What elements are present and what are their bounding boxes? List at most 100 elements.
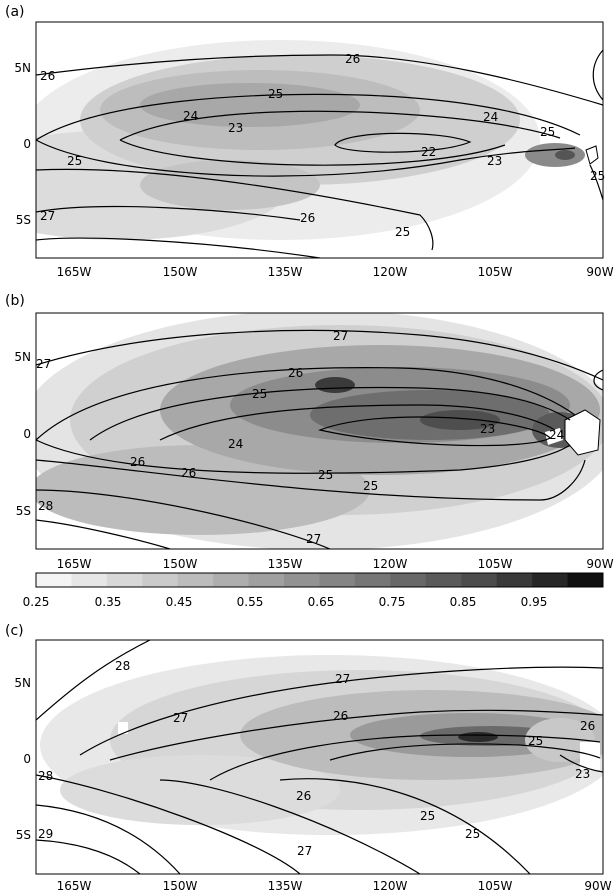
- contour-label: 24: [183, 109, 198, 123]
- lon-label: 165W: [57, 265, 92, 279]
- panel-b: (b) 27 27 26 25 24 23 24 26 26 25 25 28 …: [5, 293, 614, 571]
- colorbar-tick-label: 0.75: [379, 595, 406, 609]
- panel-a: (a) 26 26 25 24 24 25 23 22 23 25 25 25 …: [5, 4, 614, 279]
- colorbar-ticks: 0.25 0.35 0.45 0.55 0.65 0.75 0.85 0.95: [23, 595, 548, 609]
- panel-a-lon-axis: 165W 150W 135W 120W 105W 90W: [57, 265, 614, 279]
- colorbar-swatch: [461, 573, 498, 587]
- panel-c-lat-axis: 5N 0 5S: [14, 676, 31, 842]
- colorbar-tick-label: 0.85: [450, 595, 477, 609]
- panel-a-contour-labels: 26 26 25 24 24 25 23 22 23 25 25 25 27 2…: [40, 52, 605, 239]
- lon-label: 90W: [586, 265, 613, 279]
- contour-label: 23: [480, 422, 495, 436]
- contour-label: 28: [115, 659, 130, 673]
- contour-label: 26: [288, 366, 303, 380]
- lon-label: 90W: [586, 557, 613, 571]
- contour-label: 27: [297, 844, 312, 858]
- colorbar-tick-label: 0.45: [166, 595, 193, 609]
- contour-label: 23: [228, 121, 243, 135]
- contour-label: 28: [38, 769, 53, 783]
- lat-label: 0: [23, 427, 31, 441]
- panel-b-frame: [35, 312, 604, 550]
- contour-label: 25: [528, 734, 543, 748]
- lat-label: 5N: [14, 676, 31, 690]
- contour-label: 27: [40, 209, 55, 223]
- lon-label: 120W: [373, 265, 408, 279]
- lon-label: 120W: [373, 879, 408, 893]
- contour-label: 25: [590, 169, 605, 183]
- colorbar-tick-label: 0.95: [521, 595, 548, 609]
- colorbar-swatch: [567, 573, 604, 587]
- lon-label: 165W: [57, 557, 92, 571]
- lon-label: 105W: [478, 265, 513, 279]
- contour-label: 24: [549, 428, 564, 442]
- panel-a-contours: [36, 49, 603, 258]
- lon-label: 135W: [268, 557, 303, 571]
- lat-label: 5S: [16, 504, 31, 518]
- colorbar-tick-label: 0.55: [237, 595, 264, 609]
- lon-label: 90W: [584, 879, 611, 893]
- colorbar-swatch: [354, 573, 391, 587]
- contour-label: 25: [67, 154, 82, 168]
- panel-c-label: (c): [5, 623, 24, 639]
- colorbar-swatch: [106, 573, 143, 587]
- panel-b-contours: [36, 329, 603, 549]
- contour-label: 26: [40, 69, 55, 83]
- contour-label: 26: [181, 466, 196, 480]
- contour-label: 25: [540, 125, 555, 139]
- panel-a-lat-axis: 5N 0 5S: [14, 61, 31, 227]
- lat-label: 5S: [16, 213, 31, 227]
- colorbar-swatch: [142, 573, 179, 587]
- contour-label: 27: [335, 672, 350, 686]
- colorbar-swatch: [284, 573, 320, 587]
- lon-label: 165W: [57, 879, 92, 893]
- panel-c-contours: [36, 640, 603, 874]
- panel-a-shading: [36, 22, 603, 258]
- contour-label: 27: [306, 532, 321, 546]
- panel-b-shading: [36, 313, 603, 549]
- contour-label: 27: [36, 357, 51, 371]
- lon-label: 150W: [163, 557, 198, 571]
- panel-b-lon-axis: 165W 150W 135W 120W 105W 90W: [57, 557, 614, 571]
- lon-label: 150W: [163, 879, 198, 893]
- colorbar-swatches: [36, 573, 604, 587]
- lat-label: 5N: [14, 61, 31, 75]
- panel-a-frame: [35, 21, 604, 259]
- contour-label: 27: [333, 329, 348, 343]
- contour-label: 22: [421, 145, 436, 159]
- contour-label: 25: [420, 809, 435, 823]
- contour-label: 24: [483, 110, 498, 124]
- contour-label: 24: [228, 437, 243, 451]
- lat-label: 0: [23, 137, 31, 151]
- colorbar-swatch: [532, 573, 569, 587]
- contour-label: 23: [487, 154, 502, 168]
- lon-label: 105W: [478, 879, 513, 893]
- contour-label: 29: [38, 827, 53, 841]
- lon-label: 120W: [373, 557, 408, 571]
- colorbar-tick-label: 0.35: [95, 595, 122, 609]
- contour-label: 26: [333, 709, 348, 723]
- panel-c: (c) 28 27 27 26 25 26 23 28 26 25 29 27 …: [5, 623, 612, 893]
- colorbar-frame: [35, 572, 604, 588]
- colorbar-swatch: [177, 573, 214, 587]
- contour-label: 27: [173, 711, 188, 725]
- panel-c-frame: [35, 639, 604, 875]
- contour-label: 23: [575, 767, 590, 781]
- colorbar-swatch: [425, 573, 462, 587]
- contour-label: 25: [363, 479, 378, 493]
- panel-c-lon-axis: 165W 150W 135W 120W 105W 90W: [57, 879, 612, 893]
- lat-label: 5S: [16, 828, 31, 842]
- colorbar-tick-label: 0.25: [23, 595, 50, 609]
- panel-a-label: (a): [5, 4, 25, 20]
- contour-label: 28: [38, 499, 53, 513]
- lon-label: 150W: [163, 265, 198, 279]
- colorbar-swatch: [319, 573, 356, 587]
- lon-label: 135W: [268, 265, 303, 279]
- colorbar-swatch: [390, 573, 427, 587]
- panel-c-contour-labels: 28 27 27 26 25 26 23 28 26 25 29 27 25: [38, 659, 595, 858]
- contour-label: 26: [300, 211, 315, 225]
- colorbar-swatch: [36, 573, 72, 587]
- lon-label: 105W: [478, 557, 513, 571]
- lat-label: 0: [23, 752, 31, 766]
- contour-label: 25: [465, 827, 480, 841]
